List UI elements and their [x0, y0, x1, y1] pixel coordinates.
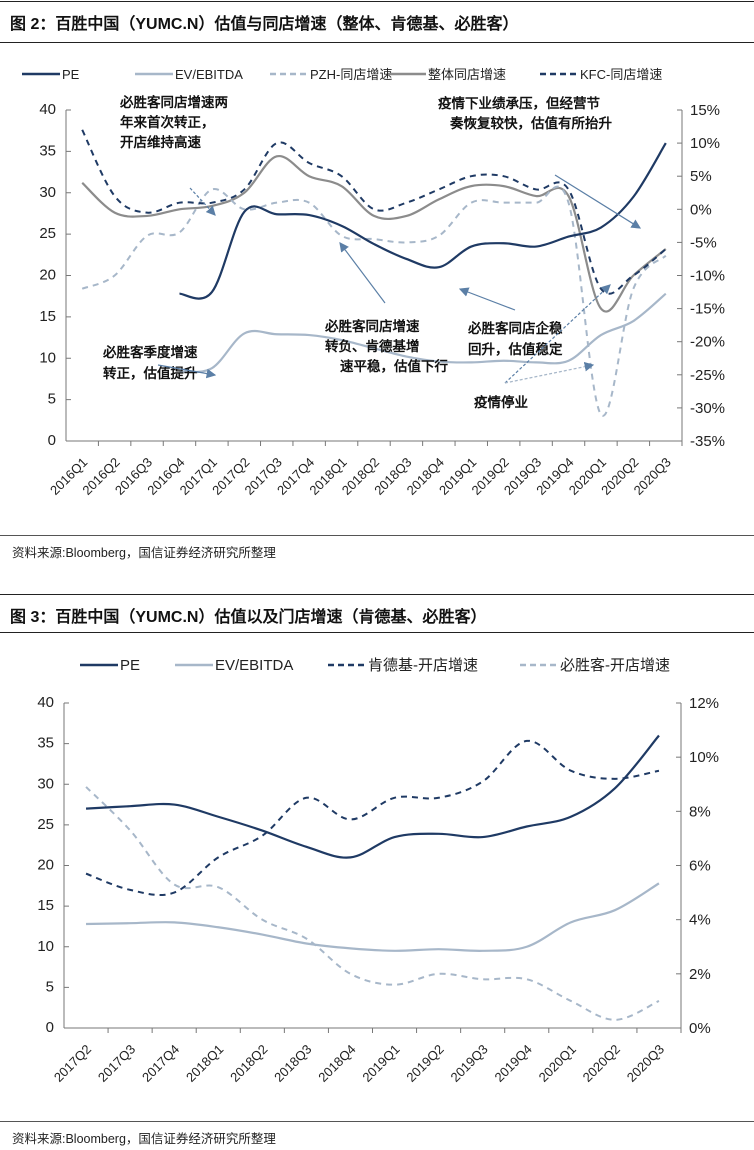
left-tick-label: 25	[37, 816, 54, 833]
x-tick-label: 2017Q3	[95, 1042, 138, 1085]
right-tick-label: 5%	[690, 168, 712, 185]
right-tick-label: 10%	[690, 135, 720, 152]
legend-label: PE	[62, 67, 80, 82]
series-line-0	[179, 142, 667, 300]
annotation-text: 必胜客同店增速转负、肯德基增速平稳，估值下行	[324, 318, 448, 374]
x-tick-label: 2020Q2	[580, 1042, 623, 1085]
legend-label: EV/EBITDA	[175, 67, 243, 82]
x-tick-label: 2018Q3	[271, 1042, 314, 1085]
right-tick-label: 0%	[690, 201, 712, 218]
x-tick-label: 2020Q3	[624, 1042, 667, 1085]
title-rule-bottom	[0, 632, 754, 633]
right-tick-label: -10%	[690, 268, 725, 285]
left-tick-label: 0	[48, 432, 56, 449]
source-rule	[0, 1121, 754, 1122]
x-tick-label: 2019Q2	[403, 1042, 446, 1085]
x-tick-label: 2019Q4	[492, 1042, 535, 1085]
x-tick-label: 2017Q2	[51, 1042, 94, 1085]
figure3-title: 图 3：百胜中国（YUMC.N）估值以及门店增速（肯德基、必胜客）	[10, 609, 487, 626]
left-tick-label: 30	[39, 184, 56, 201]
series-line-0	[85, 734, 660, 859]
annotation-text: 疫情下业绩承压，但经营节奏恢复较快，估值有所抬升	[438, 95, 612, 131]
right-tick-label: 0%	[689, 1020, 711, 1037]
x-tick-label: 2019Q1	[359, 1042, 402, 1085]
left-tick-label: 40	[39, 101, 56, 118]
left-tick-label: 0	[46, 1019, 54, 1036]
left-tick-label: 40	[37, 694, 54, 711]
left-tick-label: 5	[46, 978, 54, 995]
annotation-text: 必胜客同店增速两年来首次转正，开店维持高速	[119, 94, 228, 150]
left-tick-label: 10	[37, 938, 54, 955]
legend-label: EV/EBITDA	[215, 657, 293, 674]
series-line-3	[85, 786, 660, 1021]
annotation-arrow	[554, 174, 642, 229]
left-tick-label: 35	[39, 142, 56, 159]
series-line-1	[86, 882, 660, 952]
x-tick-label: 2019Q3	[447, 1042, 490, 1085]
x-tick-label: 2018Q2	[227, 1042, 270, 1085]
right-tick-label: 6%	[689, 858, 711, 875]
series-line-2	[81, 185, 667, 417]
left-tick-label: 25	[39, 225, 56, 242]
left-tick-label: 20	[37, 857, 54, 874]
right-tick-label: 15%	[690, 102, 720, 119]
annotation-arrow	[189, 187, 216, 216]
figure2-source: 资料来源:Bloomberg，国信证券经济研究所整理	[12, 546, 276, 560]
legend-label: PZH-同店增速	[310, 67, 392, 82]
left-tick-label: 20	[39, 267, 56, 284]
title-rule-top	[0, 1, 754, 2]
x-tick-label: 2018Q1	[183, 1042, 226, 1085]
annotation-arrow	[504, 284, 611, 384]
legend-label: 必胜客-开店增速	[560, 657, 670, 674]
right-tick-label: -15%	[690, 301, 725, 318]
legend-label: PE	[120, 657, 140, 674]
left-tick-label: 35	[37, 735, 54, 752]
left-tick-label: 5	[48, 391, 56, 408]
series-line-2	[85, 739, 660, 897]
series-line-3	[81, 155, 667, 313]
right-tick-label: 4%	[689, 912, 711, 929]
chart-figure2: 0 5 10 15 20 25 30 35 40 -35% -30% -25% -20% -15% -10%…	[22, 67, 725, 498]
figure3-source: 资料来源:Bloomberg，国信证券经济研究所整理	[12, 1132, 276, 1146]
legend-label: 肯德基-开店增速	[368, 656, 478, 674]
figure2-title: 图 2：百胜中国（YUMC.N）估值与同店增速（整体、肯德基、必胜客）	[10, 16, 519, 33]
right-tick-label: 8%	[689, 803, 711, 820]
annotation-arrow	[504, 361, 595, 384]
title-rule-bottom	[0, 42, 754, 43]
legend-label: 整体同店增速	[428, 67, 506, 82]
legend-label: KFC-同店增速	[580, 67, 662, 82]
x-tick-label: 2018Q4	[315, 1042, 358, 1085]
annotation-text: 疫情停业	[474, 394, 528, 410]
right-tick-label: -20%	[690, 334, 725, 351]
annotation-arrow	[157, 364, 217, 379]
right-tick-label: -30%	[690, 400, 725, 417]
x-tick-label: 2020Q1	[536, 1042, 579, 1085]
right-tick-label: -25%	[690, 367, 725, 384]
annotation-text: 必胜客同店企稳回升，估值稳定	[467, 320, 563, 357]
source-rule	[0, 535, 754, 536]
annotation-text: 必胜客季度增速转正，估值提升	[102, 344, 198, 381]
left-tick-label: 10	[39, 349, 56, 366]
right-tick-label: -5%	[690, 234, 717, 251]
right-tick-label: 10%	[689, 749, 719, 766]
series-line-1	[179, 292, 667, 374]
left-tick-label: 15	[39, 308, 56, 325]
title-rule-top	[0, 594, 754, 595]
right-tick-label: -35%	[690, 433, 725, 450]
left-tick-label: 30	[37, 775, 54, 792]
series-line-4	[81, 129, 667, 295]
annotation-arrow	[458, 287, 516, 311]
annotation-arrow	[339, 242, 386, 304]
x-tick-label: 2017Q4	[139, 1042, 182, 1085]
left-tick-label: 15	[37, 897, 54, 914]
right-tick-label: 12%	[689, 695, 719, 712]
right-tick-label: 2%	[689, 966, 711, 983]
